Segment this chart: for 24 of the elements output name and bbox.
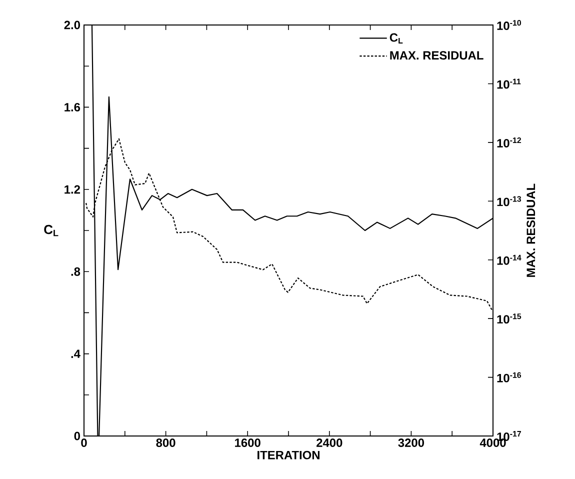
- y-tick-label: 0: [74, 432, 80, 440]
- y-axis-title: C$_{L}$: [44, 224, 58, 236]
- y2-tick-label: 10$^{-14}$: [497, 254, 522, 265]
- y-tick-label: 2.0: [64, 20, 80, 30]
- x-tick-label: 3200: [398, 438, 424, 448]
- y2-tick-label: 10$^{-12}$: [497, 137, 522, 148]
- y2-axis-title: MAX. RESIDUAL: [526, 184, 536, 277]
- legend-label: MAX. RESIDUAL: [390, 51, 484, 60]
- x-tick-label: 800: [156, 438, 176, 447]
- y2-tick-label: 10$^{-16}$: [497, 372, 522, 382]
- y2-tick-label: 10$^{-15}$: [497, 314, 522, 324]
- y2-tick-label: 10$^{-10}$: [497, 20, 522, 30]
- y-tick-label: .8: [71, 267, 80, 276]
- y2-tick-label: 10$^{-13}$: [497, 196, 522, 206]
- x-tick-label: 4000: [480, 438, 506, 447]
- x-tick-label: 0: [81, 438, 87, 447]
- y-tick-label: 1.6: [64, 102, 80, 112]
- x-tick-label: 1600: [235, 438, 260, 447]
- x-tick-label: 2400: [316, 438, 342, 447]
- y-tick-label: .4: [71, 350, 80, 358]
- legend-label: C$_{L}$: [390, 33, 403, 44]
- y2-tick-label: 10$^{-11}$: [497, 78, 521, 89]
- x-axis-title: ITERATION: [258, 450, 320, 460]
- y-tick-label: 1.2: [64, 185, 80, 194]
